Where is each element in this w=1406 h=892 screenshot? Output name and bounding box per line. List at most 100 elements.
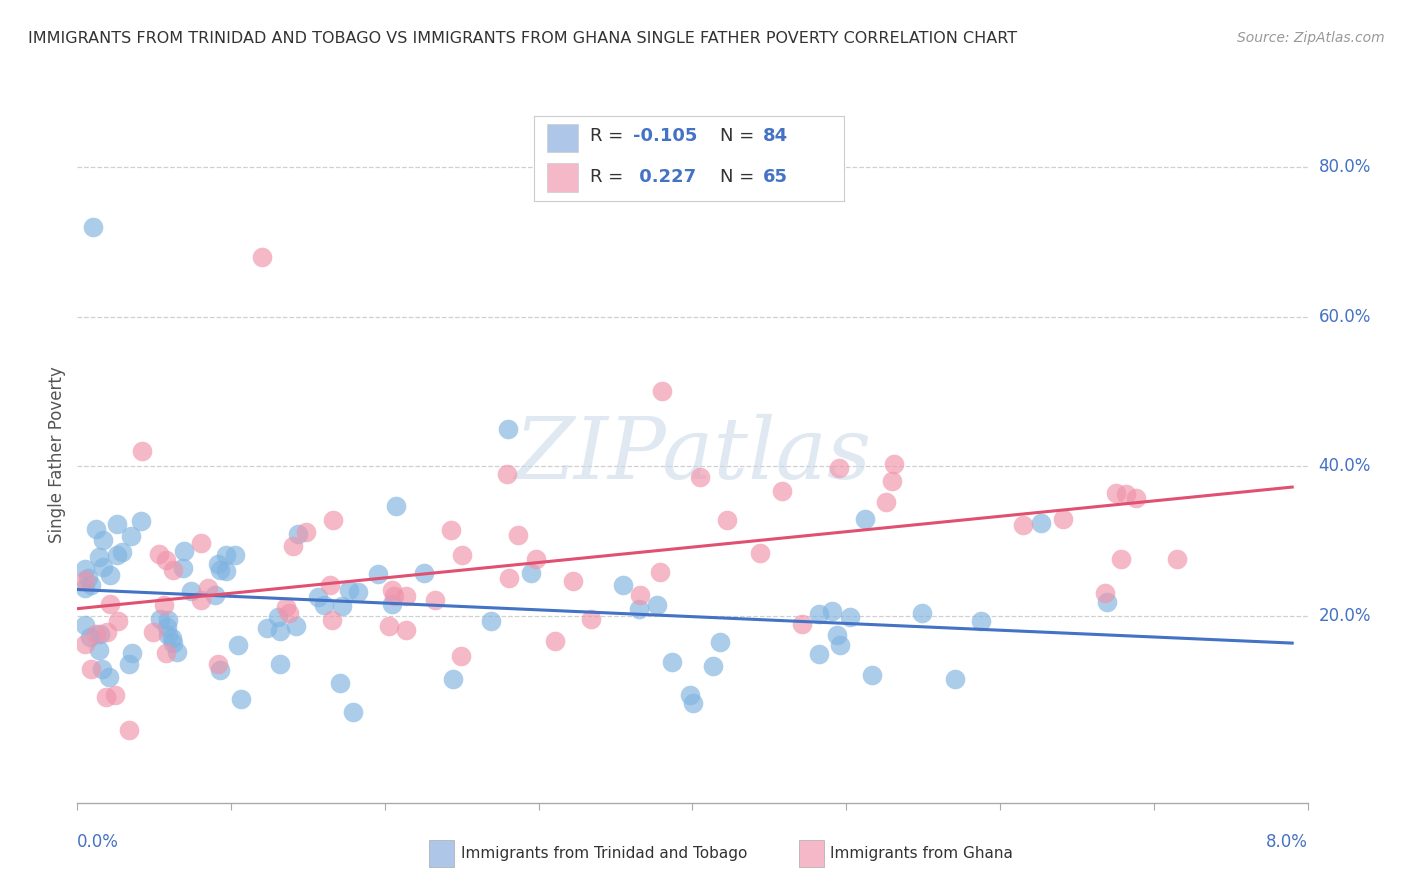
Point	[307, 590, 329, 604]
Point	[1094, 586, 1116, 600]
Point	[450, 649, 472, 664]
Point	[155, 646, 177, 660]
Point	[284, 618, 307, 632]
Point	[381, 597, 404, 611]
Point	[277, 606, 299, 620]
Point	[508, 527, 530, 541]
Text: R =: R =	[591, 128, 628, 145]
Point	[120, 529, 142, 543]
Point	[91, 533, 114, 547]
Point	[207, 558, 229, 572]
Point	[91, 559, 114, 574]
Point	[287, 526, 309, 541]
Text: 8.0%: 8.0%	[1265, 833, 1308, 851]
Point	[153, 598, 176, 612]
Text: 0.227: 0.227	[633, 168, 696, 186]
Text: -0.105: -0.105	[633, 128, 697, 145]
Point	[709, 635, 731, 649]
Point	[423, 593, 446, 607]
Point	[792, 617, 814, 632]
Point	[267, 610, 290, 624]
Point	[495, 467, 517, 481]
Point	[111, 545, 134, 559]
Point	[367, 566, 389, 581]
Point	[496, 422, 519, 436]
Point	[294, 525, 316, 540]
Point	[342, 705, 364, 719]
Point	[162, 563, 184, 577]
Point	[197, 582, 219, 596]
Text: Source: ZipAtlas.com: Source: ZipAtlas.com	[1237, 31, 1385, 45]
Point	[648, 565, 671, 579]
Point	[172, 561, 194, 575]
Point	[104, 688, 127, 702]
Point	[661, 655, 683, 669]
FancyBboxPatch shape	[547, 163, 578, 192]
Point	[1052, 512, 1074, 526]
Point	[821, 603, 844, 617]
Point	[1115, 487, 1137, 501]
Text: Immigrants from Trinidad and Tobago: Immigrants from Trinidad and Tobago	[461, 847, 748, 861]
Point	[682, 696, 704, 710]
Text: 60.0%: 60.0%	[1319, 308, 1371, 326]
Point	[828, 461, 851, 475]
Text: N =: N =	[720, 168, 759, 186]
Point	[96, 624, 118, 639]
Point	[98, 567, 121, 582]
Point	[79, 630, 101, 644]
Point	[269, 657, 291, 672]
Point	[543, 634, 565, 648]
Point	[100, 598, 122, 612]
Point	[651, 384, 673, 399]
Point	[148, 547, 170, 561]
Point	[276, 599, 298, 614]
Point	[180, 583, 202, 598]
Point	[702, 658, 724, 673]
Point	[283, 540, 305, 554]
Point	[628, 602, 651, 616]
Point	[79, 578, 101, 592]
Point	[1012, 517, 1035, 532]
Point	[1109, 552, 1132, 566]
Point	[808, 647, 831, 661]
Point	[519, 566, 541, 580]
Point	[384, 500, 406, 514]
Point	[105, 516, 128, 531]
Text: 65: 65	[763, 168, 789, 186]
Point	[77, 571, 100, 585]
Point	[166, 645, 188, 659]
Point	[149, 612, 172, 626]
Point	[749, 546, 772, 560]
Point	[157, 628, 180, 642]
Point	[883, 457, 905, 471]
Point	[451, 548, 474, 562]
Point	[853, 512, 876, 526]
Point	[1105, 486, 1128, 500]
Point	[73, 636, 96, 650]
Point	[229, 692, 252, 706]
Point	[89, 626, 111, 640]
Point	[190, 592, 212, 607]
Point	[1095, 595, 1118, 609]
Point	[129, 515, 152, 529]
Point	[378, 619, 401, 633]
Point	[347, 584, 370, 599]
Point	[107, 614, 129, 628]
Point	[384, 590, 406, 604]
Point	[481, 614, 503, 628]
Point	[880, 474, 903, 488]
Point	[319, 578, 342, 592]
Point	[628, 588, 651, 602]
Point	[224, 548, 246, 562]
Point	[208, 663, 231, 677]
Y-axis label: Single Father Poverty: Single Father Poverty	[48, 367, 66, 543]
Point	[256, 622, 278, 636]
Point	[825, 628, 848, 642]
Point	[716, 512, 738, 526]
Point	[204, 588, 226, 602]
Point	[339, 583, 361, 598]
Text: 84: 84	[763, 128, 789, 145]
Point	[162, 636, 184, 650]
Point	[84, 627, 107, 641]
Point	[190, 536, 212, 550]
